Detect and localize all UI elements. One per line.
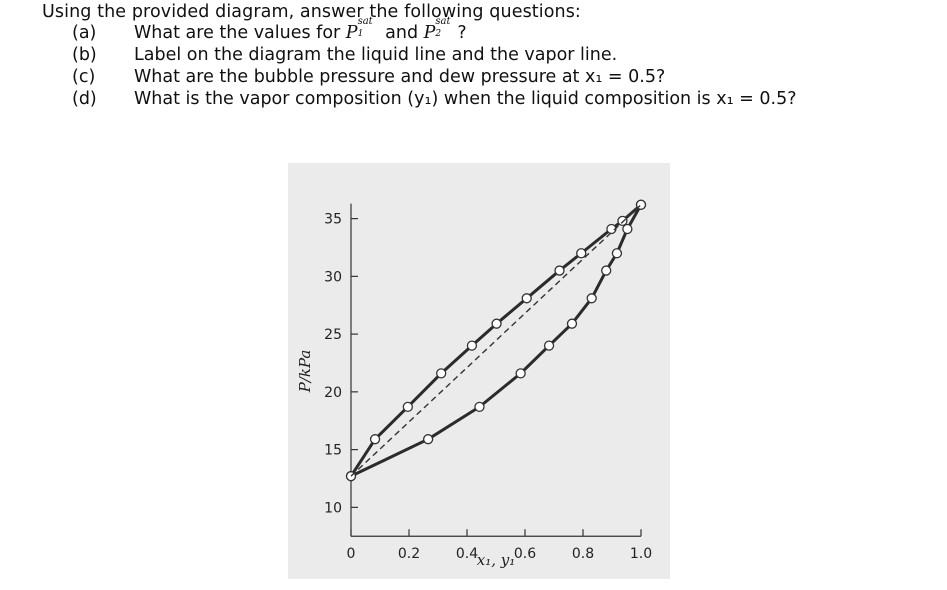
y-tick-label: 10 [324,500,342,516]
y-tick-label: 20 [324,385,342,401]
series-0-point [521,293,532,304]
question-a-text-after: ? [457,23,467,43]
raoult-dashed-line [350,204,642,477]
series-0-point [436,368,447,379]
x-tick-label: 0.8 [572,546,594,562]
series-1-point [622,223,633,235]
y-axis-label: P/kPa [296,350,314,394]
problem-title: Using the provided diagram, answer the f… [42,2,581,22]
x-tick-label: 1.0 [630,546,652,562]
series-1-point [566,318,578,329]
question-b: (b) Label on the diagram the liquid line … [72,45,617,65]
question-c: (c) What are the bubble pressure and dew … [72,67,665,87]
series-0-point [617,215,628,227]
series-0-point [491,318,502,329]
series-1-point [515,368,526,379]
y-tick-label: 35 [324,212,342,228]
question-c-text: What are the bubble pressure and dew pre… [134,67,666,87]
question-a-and: and [379,23,424,43]
p2sat-super: sat [435,16,451,27]
series-0-point [402,401,413,413]
x-axis-label: x₁, y₁ [477,551,516,569]
p1sat-symbol: P [345,23,358,43]
series-1-point [601,265,612,276]
p2sat-sub: 2 [435,29,442,39]
question-a-text-before: What are the values for [134,23,346,43]
series-0-point [466,340,478,351]
series-1-point [586,293,597,304]
question-b-label: (b) [72,45,97,65]
chart-series [345,199,647,482]
p1sat-sub: 1 [357,29,364,39]
chart-tick-labels: 10 15 20 25 30 35 0 0.2 0.4 0.6 0.8 1.0 [324,212,652,563]
series-1-point [422,434,434,445]
series-0-point [369,434,381,445]
question-b-text: Label on the diagram the liquid line and… [134,45,618,65]
question-d-text: What is the vapor composition (y₁) when … [134,89,797,109]
y-tick-label: 25 [324,327,342,343]
series-1-point [474,401,485,413]
pxy-diagram-chart: 10 15 20 25 30 35 0 0.2 0.4 0.6 0.8 1.0 P/kPa x₁, y… [288,163,670,579]
question-c-label: (c) [72,67,96,87]
series-0-point [554,265,565,276]
x-tick-label: 0.4 [456,546,478,562]
series-0-point [576,248,587,259]
x-tick-label: 0.2 [398,546,420,562]
question-a-label: (a) [72,23,97,43]
y-tick-label: 15 [324,443,342,459]
p1sat-super: sat [357,16,373,27]
series-1-point [543,340,555,351]
question-d: (d) What is the vapor composition (y₁) wh… [72,89,797,109]
y-tick-label: 30 [324,269,342,285]
question-d-label: (d) [72,89,97,109]
x-tick-label: 0 [347,546,356,562]
p2sat-symbol: P [423,23,436,43]
series-1-point [611,248,623,259]
x-tick-label: 0.6 [514,546,536,562]
